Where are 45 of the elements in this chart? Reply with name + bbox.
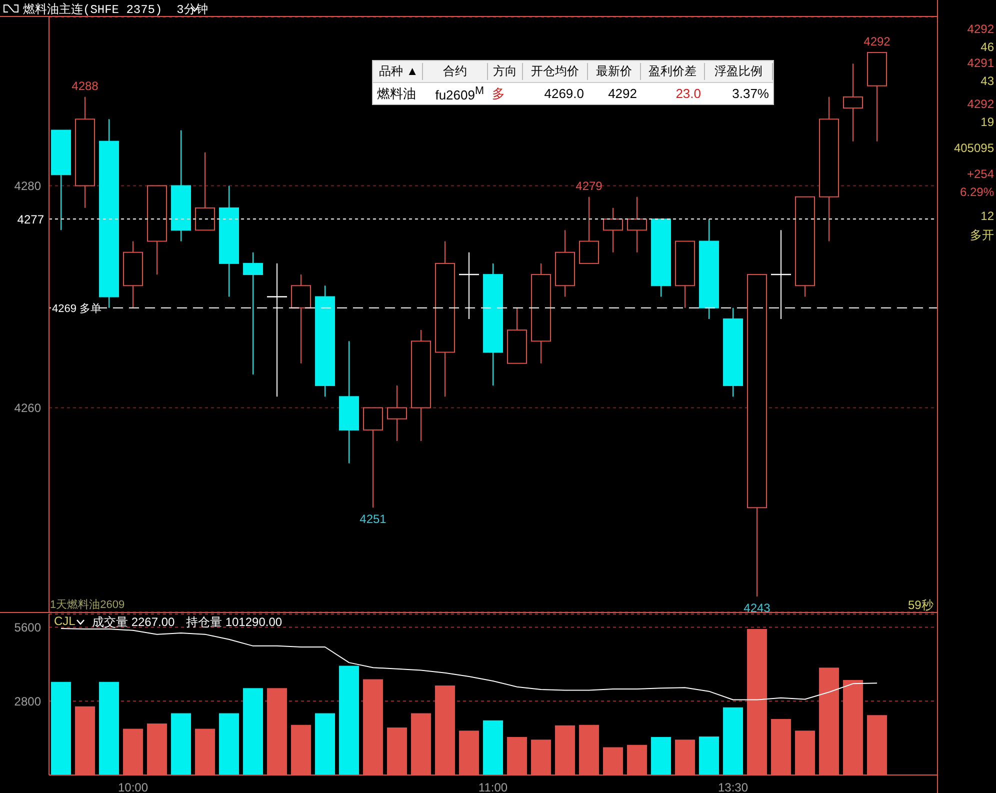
annotation: 4243 xyxy=(744,600,771,615)
y-tick-label: 5600 xyxy=(14,620,42,634)
x-tick-label: 13:30 xyxy=(718,780,748,793)
text: 多开 xyxy=(970,227,994,244)
text: +254 xyxy=(966,167,994,181)
annotation: 23.0 xyxy=(674,86,702,101)
text: 4291 xyxy=(967,56,994,70)
ref-line-label: 4269 多单 xyxy=(52,302,102,315)
annotation: 4292 xyxy=(864,34,891,49)
annotation: 开仓均价 xyxy=(523,63,588,80)
text: 43 xyxy=(980,74,994,88)
annotation: 多 xyxy=(491,84,506,102)
annotation: CJL xyxy=(54,614,76,628)
x-tick-label: 11:00 xyxy=(478,780,508,793)
annotation: 最新价 xyxy=(588,63,641,80)
annotation: fu2609$^{M}$ xyxy=(434,84,485,102)
text: 4292 xyxy=(967,22,994,36)
chart-title: 燃料油主连(SHFE 2375) 3分钟 xyxy=(23,2,208,18)
annotation: 成交量 2267.00 xyxy=(92,614,175,631)
annotation: 盈利价差 xyxy=(641,63,705,80)
annotation: 1天燃料油2609 xyxy=(50,598,125,612)
annotation: 4279 xyxy=(576,178,603,193)
annotation: 浮盈比例 xyxy=(705,63,773,80)
annotation: 4292 xyxy=(607,86,638,101)
text: 6.29% xyxy=(960,185,994,199)
ref-line-label: 4277 xyxy=(17,212,44,226)
annotation: 3.37% xyxy=(731,86,770,101)
text: 4292 xyxy=(967,97,994,111)
text: 12 xyxy=(980,209,994,223)
y-tick-label: 4260 xyxy=(14,401,42,416)
annotation: 燃料油 xyxy=(376,84,417,102)
annotation: 合约 xyxy=(423,63,488,80)
annotation: 持仓量 101290.00 xyxy=(186,614,282,631)
text: 59秒 xyxy=(908,597,934,614)
text: 46 xyxy=(980,40,994,54)
text: 405095 xyxy=(954,141,994,155)
x-tick-label: 10:00 xyxy=(118,780,148,793)
annotation: 4288 xyxy=(72,78,99,93)
annotation: 4269.0 xyxy=(543,86,585,101)
annotation: 方向 xyxy=(488,63,523,80)
text: 19 xyxy=(980,115,994,129)
y-tick-label: 4280 xyxy=(14,178,42,193)
annotation: 品种 ▲ xyxy=(373,63,423,80)
y-tick-label: 2800 xyxy=(14,694,42,708)
annotation: 4251 xyxy=(360,512,387,526)
